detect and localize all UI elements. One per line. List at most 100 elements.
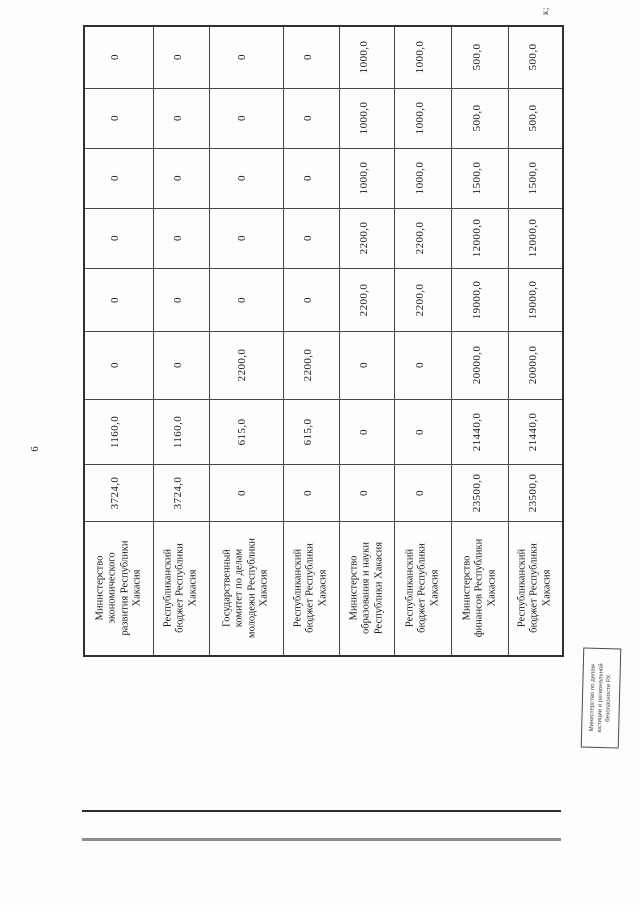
table-cell: 23500,0 xyxy=(450,463,509,522)
table-cell: 0 xyxy=(152,330,210,400)
table-cell: 0 xyxy=(208,207,284,269)
table-row-names: Министерство экономического развития Рес… xyxy=(83,520,564,657)
cell-value: 3724,0 xyxy=(172,476,185,509)
table-cell-ministry: Республиканский бюджет Республики Хакаси… xyxy=(393,520,452,657)
cell-value: 0 xyxy=(236,296,249,303)
cell-value: 1000,0 xyxy=(357,101,370,135)
cell-value: 0 xyxy=(109,115,122,121)
cell-value: 0 xyxy=(236,115,249,121)
page-number: 6 xyxy=(28,446,41,452)
table-cell: 615,0 xyxy=(208,398,284,465)
cell-value: 0 xyxy=(236,235,249,241)
table-cell: 0 xyxy=(282,207,340,269)
ministry-name: Республиканский бюджет Республики Хакаси… xyxy=(403,543,440,634)
cell-value: 0 xyxy=(413,428,426,435)
cell-value: 0 xyxy=(172,115,185,121)
ministry-name: Республиканский бюджет Республики Хакаси… xyxy=(516,543,553,634)
table-cell: 12000,0 xyxy=(507,207,564,269)
table-cell: 1000,0 xyxy=(338,25,395,89)
cell-value: 0 xyxy=(172,362,185,368)
cell-value: 0 xyxy=(357,362,370,368)
table-cell: 500,0 xyxy=(507,25,564,89)
table-cell: 1000,0 xyxy=(393,87,452,149)
cell-value: 0 xyxy=(413,489,426,496)
cell-value: 1160,0 xyxy=(109,415,122,448)
ministry-name: Государственный комитет по делам молодеж… xyxy=(221,538,270,639)
cell-value: 19000,0 xyxy=(470,280,483,319)
table-cell: 0 xyxy=(338,463,395,522)
table-cell: 1000,0 xyxy=(393,25,452,89)
table-cell: 1000,0 xyxy=(338,147,395,209)
table-cell: 1500,0 xyxy=(507,147,564,209)
table-cell: 19000,0 xyxy=(507,267,564,332)
table-cell: 3724,0 xyxy=(152,463,210,522)
cell-value: 12000,0 xyxy=(526,218,539,258)
table-cell: 0 xyxy=(152,87,210,149)
cell-value: 0 xyxy=(236,54,249,61)
table-row: 0 0 0 0 2200,0 2200,0 12000,0 12000,0 xyxy=(83,207,564,269)
cell-value: 500,0 xyxy=(526,43,539,71)
table-cell-ministry: Республиканский бюджет Республики Хакаси… xyxy=(282,520,340,657)
ministry-name: Министерство образования и науки Республ… xyxy=(347,542,384,635)
table-cell: 615,0 xyxy=(282,398,340,465)
ministry-name: Республиканский бюджет Республики Хакаси… xyxy=(292,543,329,634)
cell-value: 2200,0 xyxy=(413,283,426,316)
table-cell: 0 xyxy=(208,267,284,332)
table-cell: 0 xyxy=(83,25,154,89)
cell-value: 20000,0 xyxy=(526,345,539,385)
table-cell: 0 xyxy=(282,147,340,209)
cell-value: 1000,0 xyxy=(357,161,370,195)
table-cell: 500,0 xyxy=(450,25,509,89)
table-cell: 0 xyxy=(83,87,154,149)
table-cell: 2200,0 xyxy=(338,267,395,332)
signature-rule-top xyxy=(82,810,561,812)
cell-value: 1000,0 xyxy=(413,161,426,195)
cell-value: 1000,0 xyxy=(413,40,426,74)
signature-rule-bottom xyxy=(82,838,561,841)
table-cell: 0 xyxy=(393,398,452,465)
table-row: 0 0 0 0 1000,0 1000,0 1500,0 1500,0 xyxy=(83,147,564,209)
cell-value: 0 xyxy=(109,175,122,181)
table-cell: 1000,0 xyxy=(393,147,452,209)
cell-value: 1160,0 xyxy=(172,415,185,448)
cell-value: 2200,0 xyxy=(236,348,249,382)
cell-value: 0 xyxy=(357,489,370,496)
cell-value: 0 xyxy=(357,428,370,435)
cell-value: 1500,0 xyxy=(470,161,483,195)
cell-value: 3724,0 xyxy=(109,476,122,509)
table-cell: 0 xyxy=(208,25,284,89)
table-row: 0 0 0 0 2200,0 2200,0 19000,0 19000,0 xyxy=(83,267,564,332)
cell-value: 0 xyxy=(172,175,185,181)
cell-value: 1000,0 xyxy=(413,101,426,135)
cell-value: 0 xyxy=(236,175,249,181)
cell-value: 19000,0 xyxy=(526,280,539,319)
cell-value: 21440,0 xyxy=(470,412,483,451)
table-cell: 0 xyxy=(152,267,210,332)
cell-value: 500,0 xyxy=(470,43,483,71)
table-cell: 0 xyxy=(152,147,210,209)
table-cell: 20000,0 xyxy=(507,330,564,400)
table-cell: 19000,0 xyxy=(450,267,509,332)
cell-value: 0 xyxy=(109,54,122,61)
table-cell: 0 xyxy=(393,330,452,400)
table-cell-ministry: Республиканский бюджет Республики Хакаси… xyxy=(507,520,564,657)
corner-handwritten-mark: к; xyxy=(539,7,550,15)
table-cell-ministry: Министерство образования и науки Республ… xyxy=(338,520,395,657)
cell-value: 0 xyxy=(109,362,122,368)
table-cell: 1160,0 xyxy=(152,398,210,465)
cell-value: 0 xyxy=(413,362,426,368)
cell-value: 2200,0 xyxy=(302,348,315,382)
table-cell: 0 xyxy=(282,25,340,89)
table-cell: 0 xyxy=(152,207,210,269)
table-row: 3724,0 3724,0 0 0 0 0 23500,0 23500,0 xyxy=(83,463,564,522)
ministry-name: Министерство финансов Республики Хакасия xyxy=(460,539,497,638)
table-cell: 1000,0 xyxy=(338,87,395,149)
table-cell: 0 xyxy=(208,87,284,149)
cell-value: 0 xyxy=(109,235,122,241)
table-cell-ministry: Республиканский бюджет Республики Хакаси… xyxy=(152,520,210,657)
cell-value: 2200,0 xyxy=(357,283,370,316)
table-cell: 0 xyxy=(83,207,154,269)
table-cell: 0 xyxy=(208,463,284,522)
cell-value: 500,0 xyxy=(526,104,539,132)
table-cell: 0 xyxy=(152,25,210,89)
